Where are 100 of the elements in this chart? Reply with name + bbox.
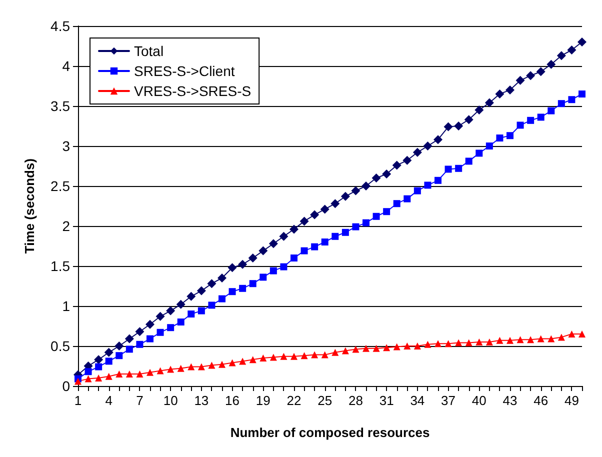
- point: [311, 351, 318, 358]
- point: [320, 204, 330, 214]
- point: [198, 363, 205, 370]
- point: [568, 330, 576, 338]
- point: [424, 340, 432, 348]
- point: [290, 224, 298, 234]
- point: [548, 335, 555, 342]
- point: [321, 351, 328, 358]
- point: [208, 362, 216, 369]
- point: [578, 90, 586, 98]
- point: [536, 67, 546, 76]
- point: [404, 342, 411, 350]
- point: [340, 192, 350, 201]
- point: [238, 260, 248, 269]
- point: [362, 219, 370, 226]
- point: [434, 135, 442, 144]
- point: [474, 106, 484, 114]
- point: [300, 247, 308, 254]
- point: [105, 372, 112, 380]
- x-tick-label: 16: [225, 393, 240, 408]
- point: [290, 254, 298, 262]
- point: [270, 354, 277, 361]
- x-tick-label: 28: [348, 393, 363, 408]
- point: [372, 344, 380, 352]
- point: [352, 223, 360, 230]
- point: [218, 360, 226, 368]
- y-tick-label: 0: [62, 378, 70, 394]
- point: [393, 343, 400, 350]
- point: [414, 342, 421, 350]
- point: [372, 174, 381, 182]
- y-tick-label: 2.5: [50, 178, 70, 194]
- point: [332, 232, 339, 240]
- y-tick-label: 4: [62, 58, 70, 74]
- x-tick-label: 22: [286, 393, 302, 408]
- point: [136, 340, 144, 348]
- point: [311, 243, 318, 250]
- point: [198, 307, 205, 314]
- point: [486, 338, 493, 346]
- point: [567, 46, 576, 54]
- point: [516, 122, 524, 129]
- point: [177, 318, 184, 326]
- point: [310, 210, 320, 220]
- point: [176, 300, 186, 309]
- point: [208, 302, 216, 309]
- point: [156, 328, 164, 336]
- point: [248, 254, 258, 262]
- point: [527, 336, 534, 344]
- point: [506, 86, 514, 94]
- x-tick-label: 37: [441, 393, 456, 408]
- x-tick-label: 10: [163, 393, 178, 408]
- x-tick-label: 31: [379, 393, 394, 408]
- point: [116, 370, 123, 378]
- point: [434, 176, 442, 184]
- point: [95, 363, 102, 370]
- point: [372, 212, 380, 220]
- point: [177, 364, 184, 372]
- point: [393, 200, 400, 208]
- point: [207, 279, 216, 288]
- point: [496, 134, 504, 142]
- point: [546, 60, 556, 69]
- point: [188, 310, 195, 318]
- point: [362, 182, 370, 190]
- x-tick-label: 34: [410, 393, 425, 408]
- point: [279, 232, 288, 241]
- point: [290, 352, 298, 360]
- point: [239, 358, 246, 365]
- point: [414, 187, 421, 194]
- y-tick-label: 4.5: [50, 18, 70, 34]
- point: [444, 122, 453, 132]
- point: [186, 292, 196, 301]
- point: [444, 340, 452, 348]
- point: [578, 38, 586, 46]
- point: [156, 312, 165, 321]
- x-tick-label: 49: [564, 393, 579, 408]
- y-tick-label: 0.5: [50, 338, 70, 354]
- point: [465, 339, 472, 346]
- legend-label: VRES-S->SRES-S: [134, 83, 252, 99]
- point: [516, 76, 525, 85]
- y-tick-label: 3: [62, 138, 70, 154]
- point: [228, 263, 237, 272]
- point: [342, 347, 349, 354]
- point: [104, 348, 114, 357]
- point: [476, 150, 483, 157]
- y-axis-title: Time (seconds): [22, 158, 37, 254]
- point: [146, 320, 154, 329]
- x-tick-label: 19: [256, 393, 270, 408]
- point: [352, 346, 360, 353]
- point: [454, 122, 464, 130]
- point: [116, 352, 123, 360]
- y-tick-label: 1.5: [50, 258, 70, 274]
- point: [95, 374, 102, 382]
- x-tick-label: 43: [502, 393, 518, 408]
- point: [568, 96, 576, 104]
- point: [444, 166, 452, 173]
- point: [268, 239, 278, 248]
- point: [382, 170, 392, 178]
- point: [464, 115, 474, 124]
- point: [516, 336, 524, 344]
- point: [124, 334, 134, 344]
- point: [434, 340, 442, 348]
